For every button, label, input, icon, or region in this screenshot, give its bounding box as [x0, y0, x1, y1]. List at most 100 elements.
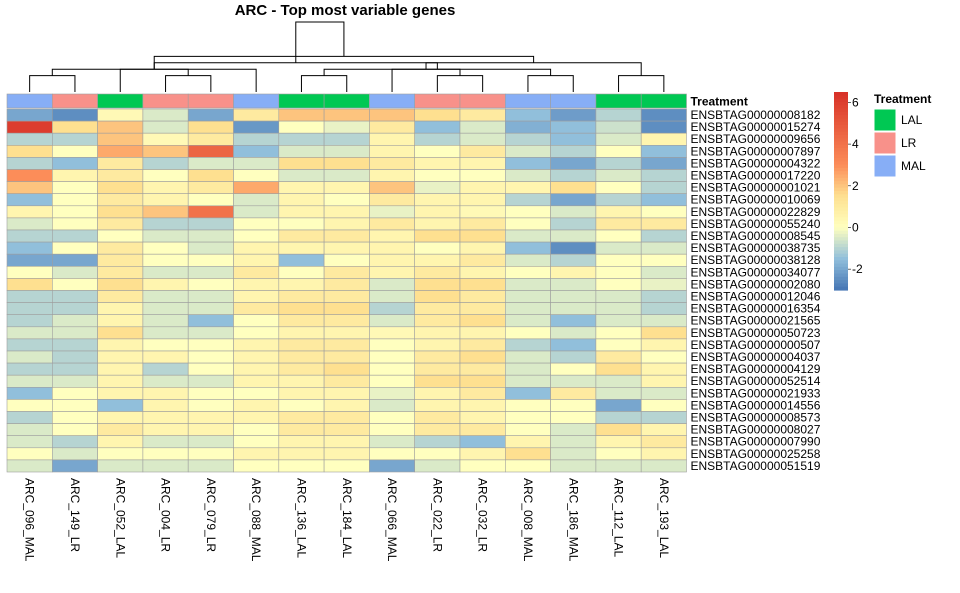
- row-label: ENSBTAG00000022829: [691, 205, 821, 219]
- heatmap-cell: [369, 169, 415, 182]
- heatmap-cell: [504, 108, 551, 122]
- heatmap-cell: [278, 326, 325, 340]
- annotation-cell: [6, 93, 53, 109]
- heatmap-cell: [233, 459, 280, 473]
- column-label: ARC_022_LR: [430, 478, 444, 552]
- heatmap-cell: [640, 145, 687, 158]
- heatmap-cell: [187, 326, 234, 340]
- heatmap-cell: [369, 181, 415, 195]
- heatmap-cell: [323, 362, 370, 376]
- heatmap-cell: [595, 411, 642, 424]
- heatmap-cell: [550, 265, 597, 279]
- color-scale-segment: [834, 154, 848, 159]
- heatmap-cell: [233, 399, 280, 412]
- heatmap-cell: [97, 447, 144, 461]
- column-label: ARC_008_MAL: [521, 478, 535, 562]
- heatmap-cell: [459, 435, 506, 449]
- heatmap-cell: [142, 435, 189, 449]
- heatmap-cell: [51, 374, 98, 388]
- heatmap-cell: [640, 278, 687, 291]
- row-label: ENSBTAG00000052514: [691, 374, 821, 388]
- heatmap-cell: [323, 217, 370, 231]
- heatmap-cell: [6, 229, 53, 243]
- heatmap-cell: [233, 265, 280, 279]
- heatmap-cell: [6, 435, 53, 449]
- heatmap-cell: [278, 350, 325, 364]
- heatmap-cell: [278, 459, 325, 473]
- color-scale-tick-label: 6: [852, 95, 859, 109]
- heatmap-cell: [278, 265, 325, 279]
- heatmap-cell: [233, 132, 280, 146]
- heatmap-cell: [369, 290, 415, 303]
- heatmap-cell: [142, 302, 189, 316]
- heatmap-cell: [278, 374, 325, 388]
- heatmap-cell: [6, 362, 53, 376]
- heatmap-cell: [414, 157, 461, 170]
- heatmap-cell: [187, 374, 234, 388]
- row-label: ENSBTAG00000014556: [691, 398, 821, 412]
- heatmap-cell: [6, 278, 53, 291]
- dendrogram-branch: [618, 75, 665, 92]
- heatmap-cell: [459, 362, 506, 376]
- row-label: ENSBTAG00000001021: [691, 181, 821, 195]
- heatmap-cell: [233, 145, 280, 158]
- row-label: ENSBTAG00000008573: [691, 411, 821, 425]
- heatmap-cell: [369, 157, 415, 170]
- annotation-cell: [640, 93, 687, 109]
- heatmap-cell: [369, 120, 415, 134]
- heatmap-cell: [504, 459, 551, 473]
- heatmap-cell: [414, 145, 461, 158]
- color-scale-segment: [834, 118, 848, 123]
- heatmap-cell: [369, 362, 415, 376]
- heatmap-cell: [278, 253, 325, 267]
- row-label: ENSBTAG00000000507: [691, 338, 821, 352]
- color-scale-segment: [834, 220, 848, 225]
- heatmap-cell: [595, 362, 642, 376]
- heatmap-cell: [187, 350, 234, 364]
- heatmap-cell: [459, 108, 506, 122]
- heatmap-cell: [640, 362, 687, 376]
- heatmap-cell: [323, 435, 370, 449]
- heatmap-cell: [51, 447, 98, 461]
- heatmap-cell: [233, 338, 280, 352]
- annotation-cell: [459, 93, 506, 109]
- heatmap-cell: [459, 205, 506, 219]
- heatmap-cell: [142, 193, 189, 207]
- heatmap-cell: [97, 314, 144, 328]
- color-scale-segment: [834, 125, 848, 129]
- heatmap-cell: [504, 181, 551, 195]
- heatmap-cell: [323, 157, 370, 170]
- heatmap-cell: [278, 435, 325, 449]
- color-scale-segment: [834, 217, 848, 222]
- heatmap-cell: [6, 326, 53, 340]
- heatmap-cell: [323, 145, 370, 158]
- heatmap-cell: [187, 362, 234, 376]
- heatmap-cell: [6, 374, 53, 388]
- heatmap-cell: [595, 326, 642, 340]
- row-label: ENSBTAG00000008182: [691, 108, 821, 122]
- heatmap-cell: [51, 399, 98, 412]
- heatmap-cell: [640, 435, 687, 449]
- heatmap-cell: [97, 338, 144, 352]
- color-scale-segment: [834, 230, 848, 235]
- color-scale-segment: [834, 227, 848, 232]
- color-scale-segment: [834, 270, 848, 275]
- color-scale-tick-label: -2: [852, 262, 863, 276]
- heatmap-cell: [504, 193, 551, 207]
- heatmap-cell: [459, 217, 506, 231]
- heatmap-cell: [142, 181, 189, 195]
- heatmap-cell: [187, 302, 234, 316]
- heatmap-cell: [187, 423, 234, 437]
- heatmap-cell: [233, 386, 280, 400]
- heatmap-cell: [323, 459, 370, 473]
- heatmap-cell: [504, 435, 551, 449]
- color-scale-segment: [834, 144, 848, 149]
- heatmap-cell: [550, 205, 597, 219]
- heatmap-cell: [550, 399, 597, 412]
- color-scale-segment: [834, 131, 848, 136]
- heatmap-cell: [504, 241, 551, 255]
- heatmap-cell: [142, 326, 189, 340]
- heatmap-cell: [278, 278, 325, 291]
- heatmap-cell: [459, 265, 506, 279]
- heatmap-cell: [233, 374, 280, 388]
